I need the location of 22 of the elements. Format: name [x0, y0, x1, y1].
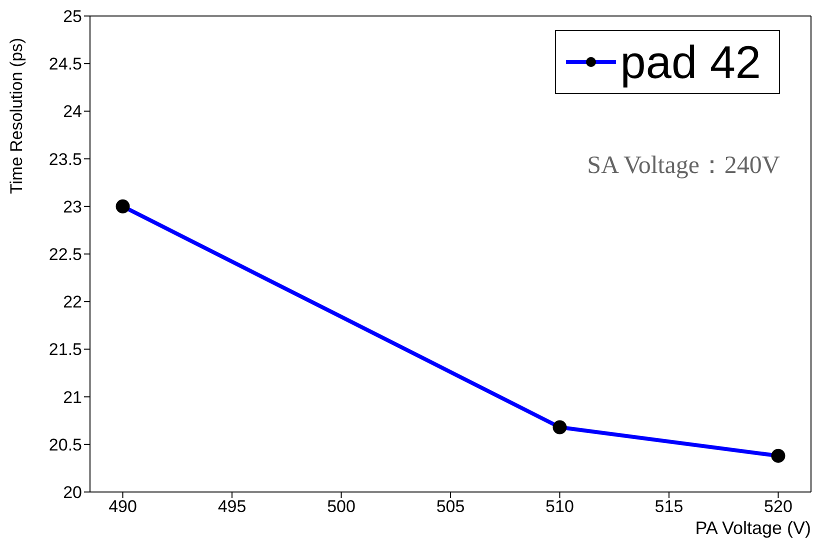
x-tick-label: 500 — [327, 497, 356, 516]
x-tick-label: 520 — [764, 497, 792, 516]
x-axis-title: PA Voltage (V) — [695, 518, 811, 538]
y-tick-label: 24.5 — [48, 54, 82, 74]
y-axis-title: Time Resolution (ps) — [7, 38, 26, 194]
legend-label: pad 42 — [620, 35, 761, 89]
y-tick-label: 22 — [63, 292, 82, 312]
y-tick-label: 21 — [63, 388, 82, 407]
y-tick-label: 23 — [63, 197, 82, 216]
x-tick-label: 490 — [108, 497, 137, 516]
y-tick-label: 20.5 — [48, 435, 82, 454]
y-tick-label: 22.5 — [48, 245, 82, 264]
x-tick-label: 510 — [546, 497, 574, 516]
y-tick-label: 25 — [63, 7, 82, 26]
y-tick-label: 24 — [63, 102, 82, 122]
x-tick-label: 515 — [654, 497, 684, 516]
y-tick-label: 23.5 — [48, 150, 82, 169]
x-tick-label: 495 — [218, 497, 246, 516]
y-tick-label: 21.5 — [48, 340, 82, 360]
y-tick-label: 20 — [63, 483, 82, 502]
annotation: SA Voltage：240V — [587, 151, 780, 181]
x-tick-label: 505 — [436, 497, 465, 516]
